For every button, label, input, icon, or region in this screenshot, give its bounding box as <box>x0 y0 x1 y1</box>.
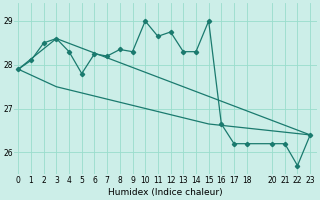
X-axis label: Humidex (Indice chaleur): Humidex (Indice chaleur) <box>108 188 223 197</box>
